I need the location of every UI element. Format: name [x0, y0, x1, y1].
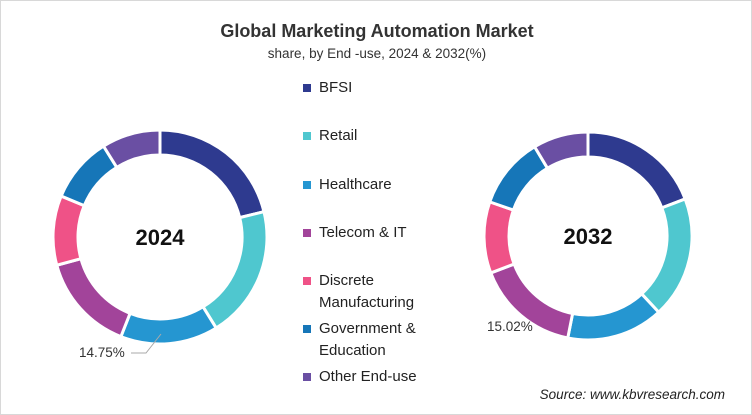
- donut-slice-bfsi: [158, 128, 266, 220]
- chart-title: Global Marketing Automation Market: [220, 21, 534, 41]
- donut-slice-healthcare: [565, 291, 661, 342]
- center-label: 2024: [136, 225, 186, 250]
- legend-label: Healthcare: [319, 176, 392, 193]
- legend-item-telecom: Telecom & IT: [301, 222, 501, 244]
- donut-slice-other-end-use: [532, 130, 590, 171]
- legend-swatch: [303, 325, 311, 333]
- donut-slice-discrete-manufacturing: [51, 194, 87, 268]
- donut-slice-other-end-use: [101, 128, 162, 170]
- legend-item-retail: Retail: [301, 125, 501, 147]
- legend-label: Discrete Manufacturing: [319, 272, 415, 311]
- legend-swatch: [303, 84, 311, 92]
- legend-label: BFSI: [319, 79, 353, 96]
- leader-line: [131, 333, 162, 354]
- legend-label: Telecom & IT: [319, 224, 407, 241]
- legend-label: Government & Education: [319, 320, 416, 359]
- source-note: Source: www.kbvresearch.com: [539, 387, 725, 402]
- legend-label: Retail: [319, 127, 358, 144]
- legend-item-bfsi: BFSI: [301, 77, 501, 99]
- legend-label: Other End-use: [319, 368, 417, 385]
- data-label: 14.75%: [79, 345, 125, 360]
- legend-item-government: Government & Education: [301, 318, 441, 362]
- donut-slice-bfsi: [586, 130, 688, 210]
- legend-swatch: [303, 229, 311, 237]
- legend-swatch: [303, 373, 311, 381]
- legend-item-discrete-manufacturing: Discrete Manufacturing: [301, 270, 461, 314]
- legend-swatch: [303, 181, 311, 189]
- donut-slice-retail: [639, 196, 694, 315]
- donut-slice-healthcare: [118, 304, 219, 346]
- data-label: 15.02%: [487, 319, 533, 334]
- legend-swatch: [303, 132, 311, 140]
- legend-swatch: [303, 277, 311, 285]
- donut-slice-telecom-it: [54, 256, 132, 339]
- donut-slice-retail: [201, 209, 269, 331]
- chart-subtitle: share, by End -use, 2024 & 2032(%): [267, 46, 487, 61]
- legend-item-other: Other End-use: [301, 366, 501, 388]
- center-label: 2032: [564, 224, 613, 249]
- legend-item-healthcare: Healthcare: [301, 174, 501, 196]
